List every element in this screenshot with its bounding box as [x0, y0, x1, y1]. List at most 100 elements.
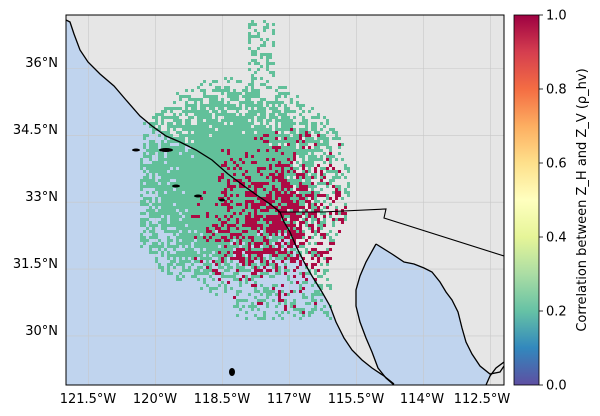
radar-pixel — [185, 194, 188, 197]
radar-pixel — [275, 257, 278, 260]
radar-pixel — [260, 233, 263, 236]
radar-pixel — [176, 116, 179, 119]
radar-pixel — [227, 230, 230, 233]
radar-pixel — [209, 98, 212, 101]
radar-pixel — [161, 155, 164, 158]
radar-pixel — [329, 161, 332, 164]
radar-pixel — [314, 233, 317, 236]
radar-pixel — [269, 248, 272, 251]
radar-pixel — [233, 107, 236, 110]
radar-pixel — [179, 260, 182, 263]
radar-pixel — [314, 251, 317, 254]
radar-pixel — [185, 173, 188, 176]
radar-pixel — [248, 263, 251, 266]
radar-pixel — [299, 242, 302, 245]
radar-pixel — [248, 110, 251, 113]
radar-pixel — [338, 212, 341, 215]
radar-pixel — [236, 236, 239, 239]
radar-pixel — [275, 161, 278, 164]
radar-pixel — [215, 197, 218, 200]
radar-pixel — [224, 179, 227, 182]
radar-pixel — [332, 221, 335, 224]
radar-pixel — [239, 143, 242, 146]
radar-pixel — [248, 254, 251, 257]
radar-pixel — [149, 125, 152, 128]
radar-pixel — [266, 245, 269, 248]
radar-pixel — [206, 221, 209, 224]
radar-pixel — [278, 155, 281, 158]
radar-pixel — [200, 197, 203, 200]
radar-pixel — [302, 134, 305, 137]
radar-pixel — [317, 149, 320, 152]
radar-pixel — [239, 164, 242, 167]
radar-pixel — [170, 161, 173, 164]
radar-pixel — [251, 284, 254, 287]
radar-pixel — [203, 110, 206, 113]
radar-pixel — [254, 281, 257, 284]
radar-pixel — [176, 242, 179, 245]
radar-pixel — [272, 284, 275, 287]
radar-pixel — [242, 182, 245, 185]
radar-pixel — [182, 242, 185, 245]
radar-pixel — [266, 80, 269, 83]
radar-pixel — [212, 215, 215, 218]
radar-pixel — [146, 182, 149, 185]
radar-pixel — [251, 233, 254, 236]
radar-pixel — [230, 182, 233, 185]
radar-pixel — [167, 146, 170, 149]
radar-pixel — [215, 116, 218, 119]
radar-pixel — [161, 224, 164, 227]
radar-pixel — [215, 149, 218, 152]
radar-pixel — [221, 230, 224, 233]
radar-pixel — [266, 197, 269, 200]
radar-pixel — [218, 167, 221, 170]
radar-pixel — [203, 167, 206, 170]
radar-pixel — [176, 239, 179, 242]
radar-pixel — [242, 173, 245, 176]
radar-pixel — [251, 158, 254, 161]
radar-pixel — [149, 152, 152, 155]
radar-pixel — [287, 128, 290, 131]
radar-pixel — [197, 209, 200, 212]
radar-pixel — [293, 134, 296, 137]
radar-pixel — [212, 128, 215, 131]
radar-pixel — [155, 245, 158, 248]
radar-pixel — [230, 167, 233, 170]
radar-pixel — [227, 113, 230, 116]
radar-pixel — [185, 227, 188, 230]
radar-pixel — [293, 137, 296, 140]
radar-pixel — [239, 269, 242, 272]
radar-pixel — [272, 110, 275, 113]
radar-pixel — [284, 221, 287, 224]
radar-pixel — [233, 212, 236, 215]
radar-pixel — [248, 230, 251, 233]
radar-pixel — [272, 266, 275, 269]
radar-pixel — [215, 212, 218, 215]
radar-pixel — [317, 137, 320, 140]
radar-pixel — [185, 95, 188, 98]
radar-pixel — [272, 176, 275, 179]
radar-pixel — [248, 125, 251, 128]
colorbar-tick-label: 0.6 — [546, 157, 567, 172]
radar-pixel — [290, 155, 293, 158]
radar-pixel — [296, 206, 299, 209]
radar-pixel — [182, 110, 185, 113]
radar-pixel — [323, 218, 326, 221]
radar-pixel — [206, 170, 209, 173]
radar-pixel — [221, 110, 224, 113]
radar-pixel — [227, 227, 230, 230]
radar-pixel — [218, 251, 221, 254]
radar-pixel — [269, 53, 272, 56]
radar-pixel — [311, 155, 314, 158]
radar-pixel — [311, 263, 314, 266]
radar-pixel — [305, 179, 308, 182]
radar-pixel — [254, 305, 257, 308]
radar-pixel — [263, 29, 266, 32]
radar-pixel — [257, 89, 260, 92]
radar-pixel — [254, 188, 257, 191]
radar-pixel — [236, 212, 239, 215]
radar-pixel — [194, 98, 197, 101]
radar-pixel — [242, 161, 245, 164]
radar-pixel — [227, 212, 230, 215]
radar-pixel — [230, 137, 233, 140]
